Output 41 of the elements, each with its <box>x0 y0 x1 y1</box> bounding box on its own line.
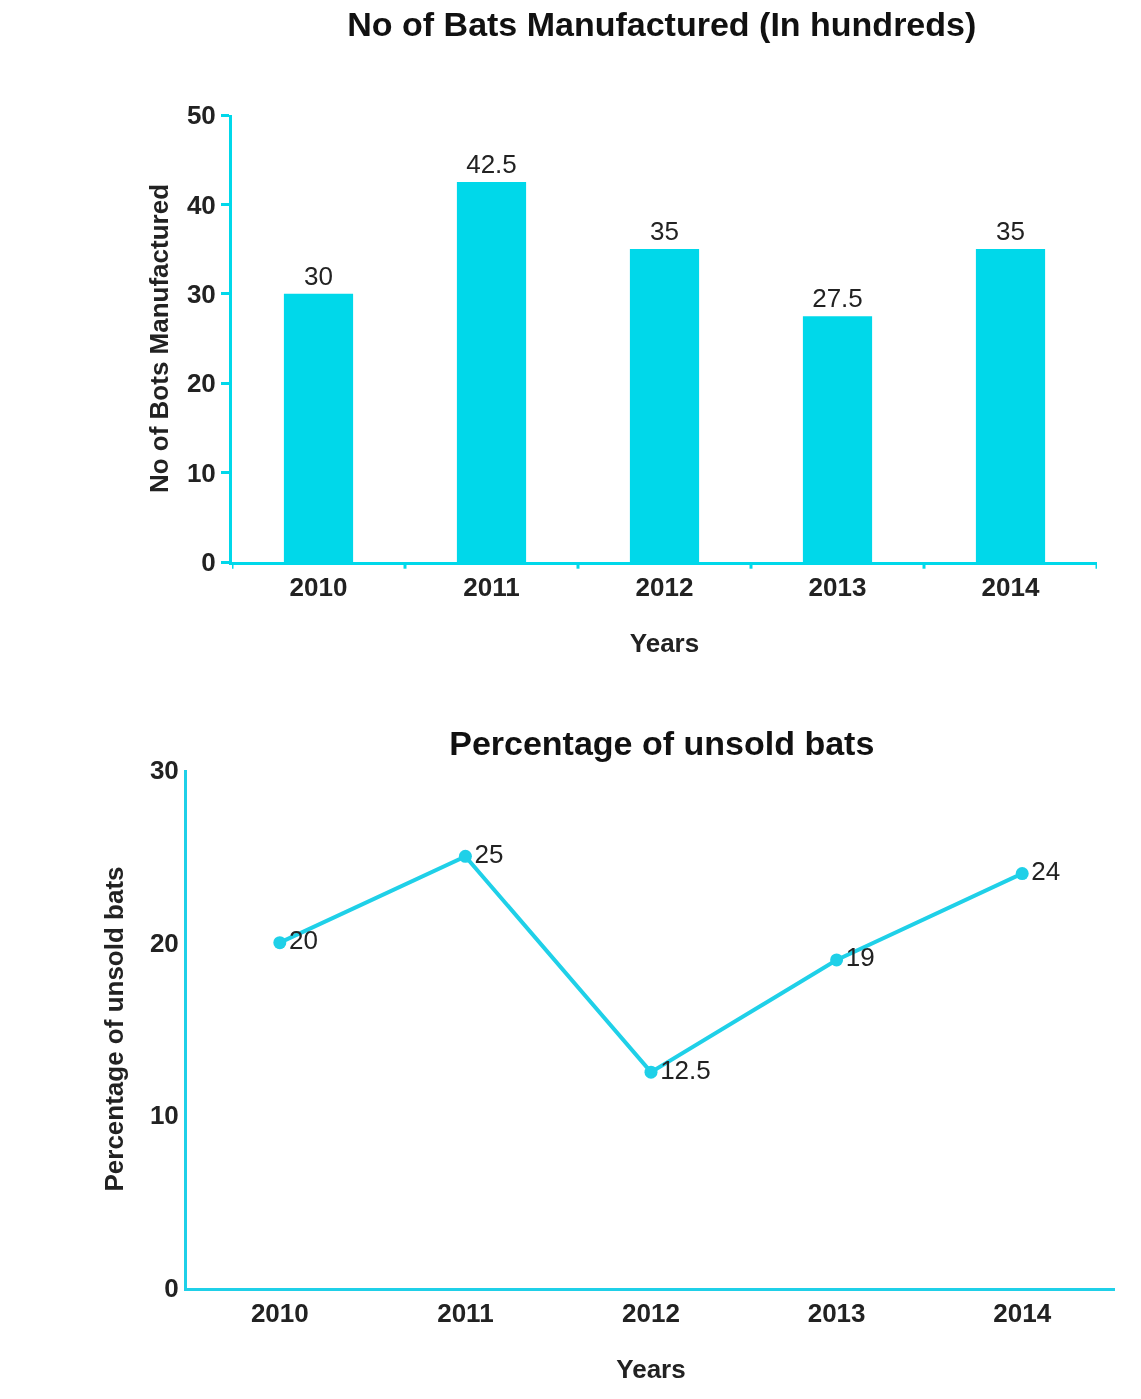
x-axis-title: Years <box>616 1354 686 1384</box>
y-tick-label: 10 <box>186 457 216 488</box>
y-tick-label: 0 <box>201 547 216 578</box>
y-tick-label: 50 <box>186 100 216 131</box>
y-axis-title: Percentage of unsold bats <box>99 866 129 1192</box>
y-tick-label: 30 <box>149 755 179 786</box>
data-label: 35 <box>650 216 679 247</box>
y-tick-label: 10 <box>149 1100 179 1131</box>
x-tick-label: 2012 <box>622 1298 680 1329</box>
x-tick-label: 2013 <box>807 1298 866 1329</box>
x-tick-label: 2010 <box>289 572 348 603</box>
x-tick-label: 2011 <box>463 572 520 603</box>
x-tick-label: 2013 <box>808 572 867 603</box>
point <box>273 936 287 950</box>
point <box>458 849 472 863</box>
chart-title: Percentage of unsold bats <box>449 724 875 763</box>
y-tick-label: 0 <box>164 1273 179 1304</box>
data-label: 30 <box>304 260 333 291</box>
point <box>1015 867 1029 881</box>
x-tick-label: 2014 <box>993 1298 1052 1329</box>
data-label: 27.5 <box>812 283 863 314</box>
point <box>644 1065 658 1079</box>
data-label: 24 <box>1031 856 1061 887</box>
y-tick-label: 40 <box>186 189 216 220</box>
y-tick-label: 20 <box>186 368 216 399</box>
data-label: 35 <box>996 216 1025 247</box>
data-label: 20 <box>288 925 318 956</box>
x-tick-label: 2010 <box>250 1298 309 1329</box>
data-label: 12.5 <box>660 1054 711 1085</box>
y-tick-label: 20 <box>149 927 179 958</box>
point <box>830 953 844 967</box>
data-label: 19 <box>845 942 875 973</box>
x-tick-label: 2011 <box>437 1298 494 1329</box>
x-tick-label: 2014 <box>981 572 1040 603</box>
chart-title: No of Bats Manufactured (In hundreds) <box>347 5 977 44</box>
data-label: 42.5 <box>466 149 517 180</box>
x-tick-label: 2012 <box>635 572 694 603</box>
y-axis-title: No of Bots Manufactured <box>144 183 174 494</box>
x-axis-title: Years <box>629 628 700 658</box>
y-tick-label: 30 <box>186 278 216 309</box>
data-label: 25 <box>474 838 504 869</box>
